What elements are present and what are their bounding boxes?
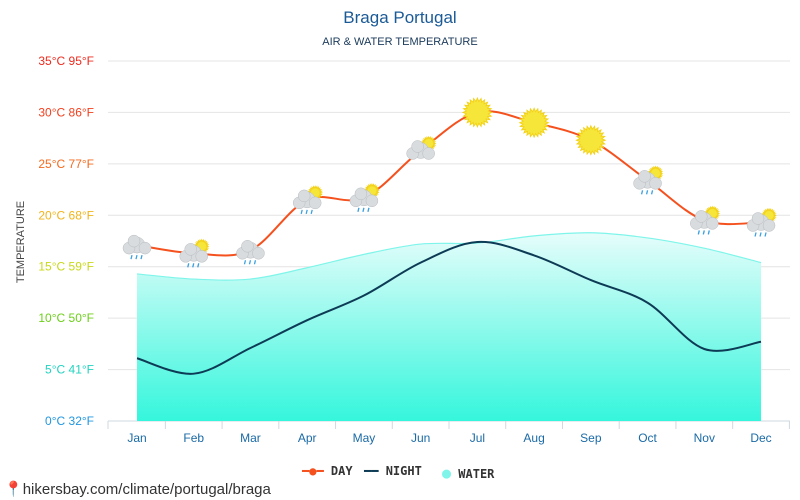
x-tick-label: Nov [694,431,715,445]
source-link[interactable]: 📍hikersbay.com/climate/portugal/braga [4,480,271,498]
chart-title: Braga Portugal [343,8,457,27]
water-line [136,232,762,281]
x-tick-label: Apr [298,431,317,445]
sun-icon [461,96,493,129]
day-line [136,110,762,257]
sun-icon [575,124,607,156]
sun-icon [518,107,550,139]
legend-night[interactable]: ━━ NIGHT [364,464,422,478]
x-tick-label: Feb [183,431,204,445]
chart-subtitle: AIR & WATER TEMPERATURE [322,36,478,48]
legend-day-label: DAY [330,464,353,478]
rain-cloud-sun-icon [746,207,777,237]
x-tick-label: Jun [411,431,430,445]
y-tick-label: 15°C 59°F [38,260,94,274]
rain-cloud-icon [122,234,152,260]
x-tick-label: Oct [638,431,657,445]
legend-water-marker: ● [442,464,452,482]
x-tick-label: Mar [240,431,261,445]
x-tick-label: Sep [580,431,602,445]
water-area [137,232,762,421]
legend-day[interactable]: ━●━ DAY [302,464,353,478]
x-tick-label: Jul [470,431,485,445]
y-tick-label: 5°C 41°F [45,363,94,377]
x-tick-label: Dec [750,431,771,445]
rain-cloud-icon [236,240,265,265]
y-tick-label: 25°C 77°F [38,157,94,171]
night-line [136,240,762,375]
legend-water-label: WATER [458,467,495,481]
location-pin-icon: 📍 [4,481,23,498]
cloud-sun-icon [406,135,437,160]
x-tick-label: Aug [523,431,544,445]
y-tick-label: 30°C 86°F [38,105,94,119]
rain-cloud-sun-icon [690,205,721,235]
source-url: hikersbay.com/climate/portugal/braga [22,481,271,498]
legend-night-label: NIGHT [385,464,422,478]
rain-cloud-sun-icon [633,165,664,195]
legend-day-marker: ━●━ [302,464,324,478]
y-tick-label: 0°C 32°F [45,414,94,428]
x-tick-label: Jan [127,431,146,445]
legend-water[interactable]: ● WATER [442,464,494,482]
rain-cloud-sun-icon [349,183,380,212]
rain-cloud-sun-icon [179,238,210,268]
y-tick-label: 20°C 68°F [38,208,94,222]
y-tick-label: 10°C 50°F [38,311,94,325]
rain-cloud-sun-icon [292,185,323,215]
x-tick-label: May [353,431,376,445]
y-tick-label: 35°C 95°F [38,54,94,68]
legend-night-marker: ━━ [364,464,379,478]
